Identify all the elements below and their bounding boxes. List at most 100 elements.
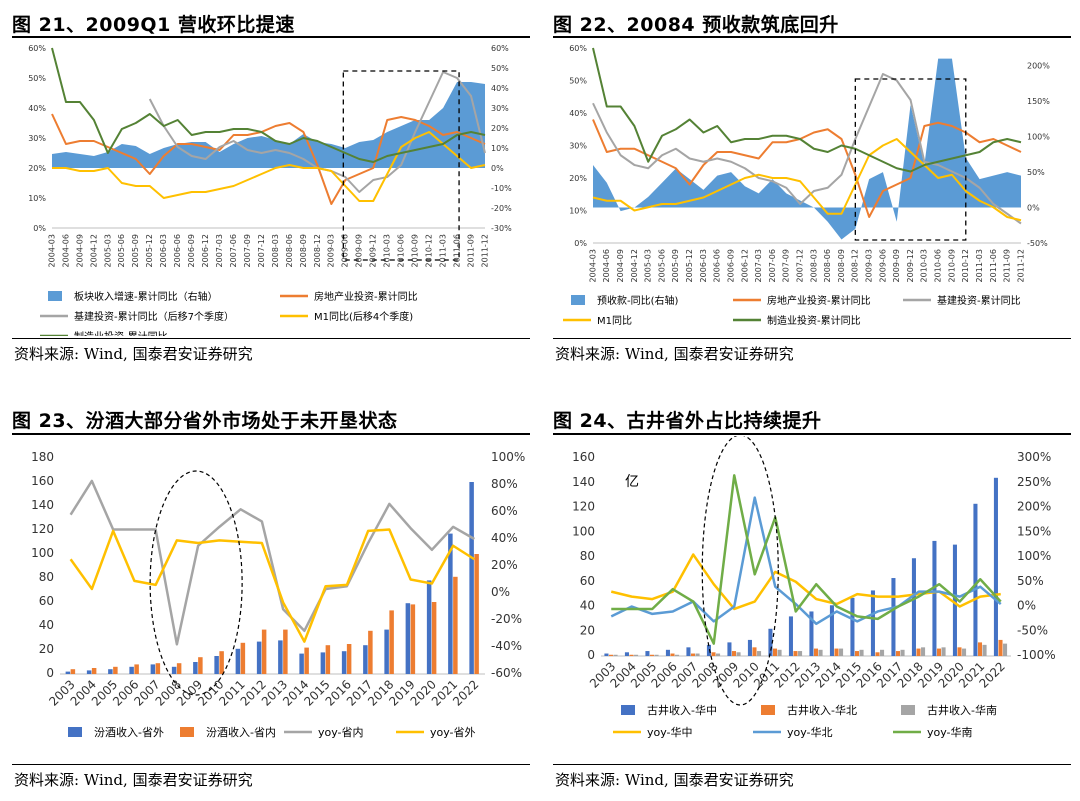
bar	[654, 654, 659, 656]
right-axis-tick-label: 100%	[1027, 133, 1050, 142]
legend-label: 基建投资-累计同比	[937, 294, 1021, 307]
bar	[431, 602, 437, 674]
legend-swatch	[48, 291, 62, 301]
left-axis-tick-label: 40%	[569, 109, 587, 118]
legend-label: 板块收入增速-累计同比（右轴）	[74, 290, 218, 303]
right-axis-tick-label: 300%	[1017, 450, 1051, 464]
legend-swatch	[621, 705, 635, 715]
title-rule	[553, 433, 1071, 435]
x-axis-tick-label: 2007-06	[768, 249, 777, 282]
source-rule	[553, 338, 1071, 339]
right-axis-tick-label: 0%	[491, 164, 504, 173]
bar	[1003, 643, 1008, 656]
bar	[304, 647, 309, 674]
x-axis-tick-label: 2009-12	[369, 234, 378, 267]
x-axis-tick-label: 2006-03	[159, 234, 168, 267]
bar	[839, 648, 844, 656]
bar	[695, 653, 700, 656]
left-axis-tick-label: 10%	[569, 207, 587, 216]
left-axis-tick-label: 160	[31, 474, 54, 488]
bar	[341, 651, 347, 674]
chart-title-fig23: 图 23、汾酒大部分省外市场处于未开垦状态	[12, 410, 398, 432]
x-axis-tick-label: 2004-03	[588, 249, 597, 282]
bar	[65, 671, 71, 674]
bar	[829, 605, 834, 656]
bar	[198, 657, 203, 674]
right-axis-tick-label: 250%	[1017, 475, 1051, 489]
right-axis-tick-label: 150%	[1027, 97, 1050, 106]
bar	[727, 642, 732, 656]
left-axis-tick-label: 20%	[569, 174, 587, 183]
bar	[798, 651, 803, 656]
line-series	[52, 131, 486, 202]
left-axis-tick-label: 60%	[28, 44, 46, 53]
bar	[176, 663, 182, 674]
line-series	[69, 479, 475, 646]
bar	[214, 656, 219, 674]
x-axis-tick-label: 2011-09	[1003, 249, 1012, 282]
bar	[91, 668, 97, 674]
left-axis-tick-label: 180	[31, 450, 54, 464]
right-axis-tick-label: 20%	[491, 558, 518, 572]
x-axis-tick-label: 2010-03	[920, 249, 929, 282]
bar	[895, 651, 901, 656]
right-axis-tick-label: -40%	[491, 639, 522, 653]
left-axis-tick-label: 40%	[28, 104, 46, 113]
bar	[686, 647, 691, 656]
bar	[880, 649, 885, 656]
x-axis-tick-label: 2007-03	[215, 234, 224, 267]
bar	[891, 578, 896, 656]
left-axis-tick-label: 120	[572, 500, 595, 514]
bar	[777, 649, 782, 656]
x-axis-tick-label: 2006-06	[713, 249, 722, 282]
right-axis-tick-label: 0%	[1027, 204, 1040, 213]
legend-label: 汾酒收入-省内	[206, 725, 276, 739]
bar	[859, 649, 864, 656]
bar	[998, 639, 1003, 656]
x-axis-tick-label: 2010-06	[397, 234, 406, 267]
bar	[793, 651, 798, 656]
x-axis-tick-label: 2006-06	[173, 234, 182, 267]
bar	[453, 576, 458, 674]
bar	[108, 669, 113, 674]
right-axis-tick-label: -60%	[491, 666, 522, 680]
bar	[193, 662, 198, 674]
line-series	[610, 553, 1001, 611]
x-axis-tick-label: 2009-06	[878, 249, 887, 282]
bar	[70, 669, 76, 674]
bar	[854, 651, 860, 656]
area-series	[593, 58, 1021, 240]
bar	[788, 616, 793, 656]
bar	[818, 649, 823, 656]
bar	[736, 652, 741, 656]
legend-label: 房地产业投资-累计同比	[767, 294, 871, 307]
x-axis-tick-label: 2011-12	[1016, 249, 1025, 282]
line-series	[592, 73, 1022, 225]
legend-label: 基建投资-累计同比（后移7个季度）	[74, 310, 234, 323]
right-axis-tick-label: -10%	[491, 184, 512, 193]
bar	[113, 666, 118, 674]
x-axis-tick-label: 2007-06	[229, 234, 238, 267]
bar	[624, 652, 629, 656]
left-axis-tick-label: 60	[39, 594, 54, 608]
unit-label: 亿	[625, 474, 639, 490]
right-axis-tick-label: -20%	[491, 612, 522, 626]
legend-swatch	[180, 727, 194, 737]
left-axis-tick-label: 0	[587, 648, 595, 662]
bar	[772, 648, 778, 656]
bar	[731, 651, 737, 656]
line-series	[69, 528, 476, 643]
source-rule	[12, 338, 530, 339]
bar	[150, 664, 156, 674]
bar	[448, 533, 453, 674]
right-axis-tick-label: -30%	[491, 224, 512, 233]
bar	[171, 666, 177, 674]
legend-swatch	[901, 705, 915, 715]
bar	[752, 647, 757, 656]
left-axis-tick-label: 100	[572, 524, 595, 538]
x-axis-tick-label: 2004-03	[47, 234, 56, 267]
x-axis-tick-label: 2009-06	[341, 234, 350, 267]
line-series	[592, 138, 1022, 222]
dashed-highlight-ellipse	[149, 470, 243, 696]
x-axis-tick-label: 2005-03	[103, 234, 112, 267]
